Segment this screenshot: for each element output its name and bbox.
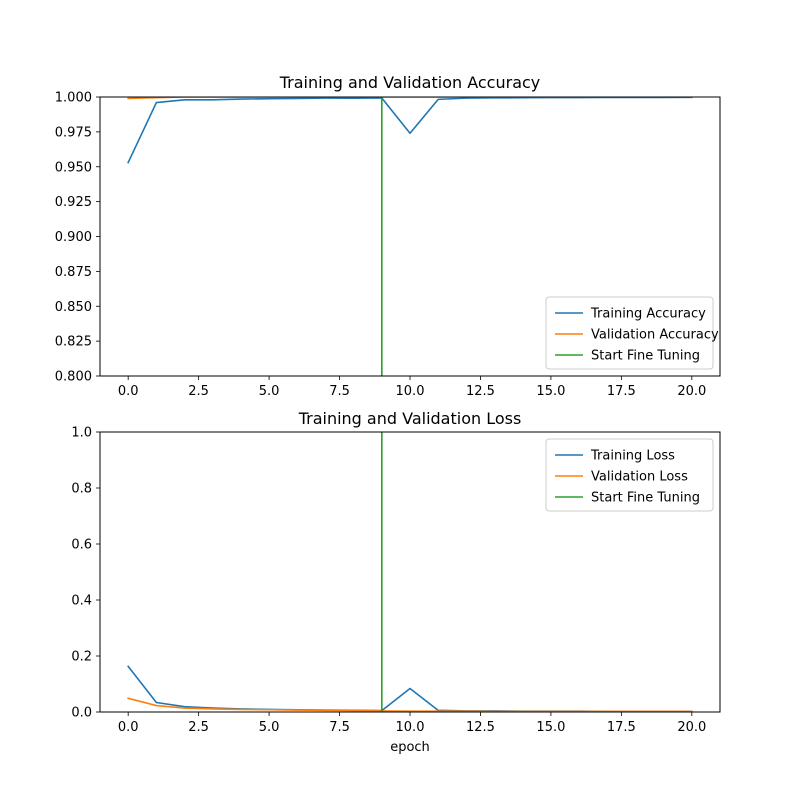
accuracy-x-tick-label: 2.5	[188, 384, 209, 399]
loss-x-tick-label: 5.0	[259, 720, 280, 735]
accuracy-x-tick-label: 20.0	[677, 384, 706, 399]
accuracy-y-tick-label: 0.875	[55, 265, 92, 280]
accuracy-x-tick-label: 12.5	[466, 384, 495, 399]
accuracy-y-tick-label: 0.975	[55, 125, 92, 140]
loss-x-tick-label: 10.0	[396, 720, 425, 735]
loss-legend-label-validation-loss: Validation Loss	[591, 470, 688, 485]
accuracy-y-tick-label: 0.900	[55, 230, 92, 245]
loss-x-tick-label: 0.0	[118, 720, 139, 735]
accuracy-legend-box	[545, 296, 714, 370]
loss-chart-title: Training and Validation Loss	[298, 409, 522, 428]
accuracy-legend-label-training-accuracy: Training Accuracy	[590, 307, 706, 322]
loss-legend-label-training-loss: Training Loss	[590, 449, 675, 464]
loss-x-tick-label: 12.5	[466, 720, 495, 735]
loss-plot-area	[127, 432, 693, 712]
loss-y-tick-label: 0.2	[71, 650, 92, 665]
loss-legend: Training Loss Validation Loss Start Fine T…	[545, 438, 714, 512]
accuracy-y-tick-label: 1.000	[55, 91, 92, 106]
accuracy-x-axis: 0.0 2.5 5.0 7.5 10.0 12.5 15.0 17.5 20.0	[118, 376, 706, 399]
accuracy-legend: Training Accuracy Validation Accuracy Star…	[545, 296, 719, 370]
loss-series-validation-loss	[127, 697, 693, 712]
loss-x-tick-label: 20.0	[677, 720, 706, 735]
loss-y-tick-label: 0.0	[71, 706, 92, 721]
accuracy-x-tick-label: 7.5	[329, 384, 350, 399]
loss-x-tick-label: 15.0	[536, 720, 565, 735]
accuracy-y-tick-label: 0.800	[55, 370, 92, 385]
loss-y-tick-label: 0.4	[71, 594, 92, 609]
accuracy-x-tick-label: 0.0	[118, 384, 139, 399]
loss-legend-label-start-fine-tuning: Start Fine Tuning	[591, 491, 700, 506]
loss-y-tick-label: 0.8	[71, 482, 92, 497]
loss-y-tick-label: 1.0	[71, 426, 92, 441]
loss-y-axis: 0.0 0.2 0.4 0.6 0.8 1.0	[71, 426, 100, 721]
loss-x-tick-label: 2.5	[188, 720, 209, 735]
loss-x-tick-label: 17.5	[607, 720, 636, 735]
accuracy-y-tick-label: 0.950	[55, 160, 92, 175]
loss-legend-box	[545, 438, 714, 512]
accuracy-x-tick-label: 5.0	[259, 384, 280, 399]
accuracy-legend-label-start-fine-tuning: Start Fine Tuning	[591, 349, 700, 364]
accuracy-legend-label-validation-accuracy: Validation Accuracy	[591, 328, 719, 343]
accuracy-x-tick-label: 10.0	[396, 384, 425, 399]
loss-x-axis-label: epoch	[390, 740, 430, 755]
loss-x-axis: 0.0 2.5 5.0 7.5 10.0 12.5 15.0 17.5 20.0	[118, 712, 706, 735]
accuracy-y-tick-label: 0.850	[55, 300, 92, 315]
accuracy-x-tick-label: 17.5	[607, 384, 636, 399]
loss-x-tick-label: 7.5	[329, 720, 350, 735]
accuracy-chart: Training and Validation Accuracy 0.0 2.5 5…	[55, 73, 721, 399]
accuracy-x-tick-label: 15.0	[536, 384, 565, 399]
accuracy-y-tick-label: 0.925	[55, 195, 92, 210]
accuracy-y-axis: 0.800 0.825 0.850 0.875 0.900 0.925 0.950 0.975…	[55, 91, 100, 385]
loss-y-tick-label: 0.6	[71, 538, 92, 553]
accuracy-chart-title: Training and Validation Accuracy	[279, 73, 541, 92]
loss-chart: Training and Validation Loss 0.0 2.5 5.0 7.…	[71, 409, 721, 755]
accuracy-y-tick-label: 0.825	[55, 335, 92, 350]
